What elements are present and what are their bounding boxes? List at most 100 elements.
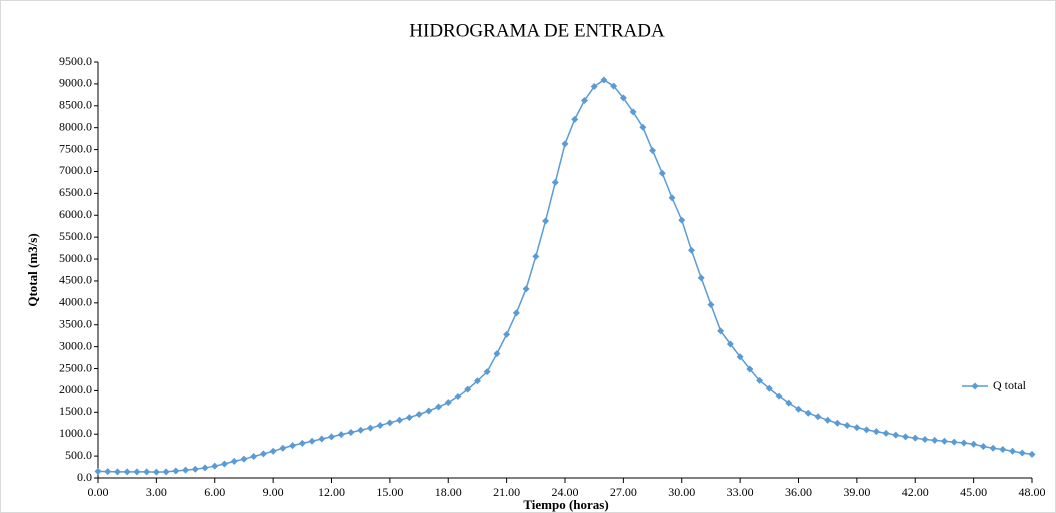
x-tick-label: 30.00: [668, 485, 695, 499]
x-tick-label: 12.00: [318, 485, 345, 499]
y-tick-label: 6500.0: [59, 185, 92, 199]
data-point: [580, 97, 588, 105]
data-point: [697, 274, 705, 282]
data-point: [746, 365, 754, 373]
data-point: [726, 340, 734, 348]
data-point: [629, 108, 637, 116]
y-tick-label: 1500.0: [59, 404, 92, 418]
data-point: [600, 76, 608, 84]
data-point: [182, 466, 190, 474]
data-point: [493, 350, 501, 358]
data-point: [337, 431, 345, 439]
y-tick-label: 7500.0: [59, 141, 92, 155]
y-tick-label: 4500.0: [59, 273, 92, 287]
data-point: [765, 384, 773, 392]
data-point: [911, 434, 919, 442]
x-tick-label: 24.00: [552, 485, 579, 499]
data-point: [668, 194, 676, 202]
data-point: [152, 468, 160, 476]
data-point: [551, 178, 559, 186]
data-point: [512, 309, 520, 317]
data-point: [201, 464, 209, 472]
y-tick-label: 7000.0: [59, 163, 92, 177]
data-point: [804, 409, 812, 417]
data-point: [853, 424, 861, 432]
data-point: [347, 428, 355, 436]
data-point: [522, 285, 530, 293]
y-tick-label: 5000.0: [59, 251, 92, 265]
data-point: [756, 376, 764, 384]
x-tick-label: 18.00: [435, 485, 462, 499]
data-point: [435, 403, 443, 411]
data-point: [259, 450, 267, 458]
x-tick-label: 9.00: [263, 485, 284, 499]
data-point: [464, 385, 472, 393]
data-point: [940, 437, 948, 445]
data-point: [473, 377, 481, 385]
data-point: [542, 217, 550, 225]
data-point: [970, 440, 978, 448]
x-tick-label: 3.00: [146, 485, 167, 499]
data-point: [532, 252, 540, 260]
data-point: [902, 433, 910, 441]
data-point: [921, 435, 929, 443]
data-point: [289, 442, 297, 450]
data-point: [240, 455, 248, 463]
data-point: [658, 169, 666, 177]
y-tick-label: 1000.0: [59, 426, 92, 440]
data-point: [989, 444, 997, 452]
data-point: [979, 442, 987, 450]
y-tick-label: 0.0: [77, 470, 92, 484]
x-tick-label: 27.00: [610, 485, 637, 499]
y-tick-label: 6000.0: [59, 207, 92, 221]
data-point: [376, 421, 384, 429]
y-tick-label: 9500.0: [59, 54, 92, 68]
y-tick-label: 3000.0: [59, 338, 92, 352]
data-point: [717, 327, 725, 335]
data-point: [785, 399, 793, 407]
data-point: [795, 405, 802, 413]
data-point: [113, 468, 121, 476]
x-tick-label: 6.00: [204, 485, 225, 499]
data-point: [191, 465, 199, 473]
data-point: [143, 468, 151, 476]
data-point: [892, 431, 900, 439]
y-tick-label: 3500.0: [59, 316, 92, 330]
data-point: [162, 468, 170, 476]
legend-marker: [971, 382, 979, 390]
data-point: [94, 467, 102, 475]
x-tick-label: 45.00: [960, 485, 987, 499]
data-point: [824, 416, 832, 424]
data-point: [396, 416, 404, 424]
data-point: [211, 462, 219, 470]
data-point: [1009, 447, 1017, 455]
data-point: [425, 407, 433, 415]
data-point: [405, 414, 413, 422]
data-point: [308, 437, 316, 445]
data-point: [444, 399, 452, 407]
data-point: [483, 368, 491, 376]
data-point: [318, 435, 326, 443]
x-tick-label: 21.00: [493, 485, 520, 499]
x-tick-label: 15.00: [376, 485, 403, 499]
y-tick-label: 9000.0: [59, 76, 92, 90]
x-tick-label: 42.00: [902, 485, 929, 499]
data-point: [707, 301, 715, 309]
data-point: [833, 419, 841, 427]
data-point: [590, 83, 598, 91]
data-point: [386, 419, 394, 427]
data-point: [950, 438, 958, 446]
data-point: [123, 468, 131, 476]
data-point: [610, 82, 618, 90]
data-point: [736, 353, 744, 361]
data-point: [298, 439, 306, 447]
data-point: [279, 444, 287, 452]
data-point: [250, 453, 258, 461]
data-point: [172, 467, 180, 475]
data-point: [454, 393, 462, 401]
data-point: [1028, 450, 1036, 458]
y-tick-label: 2000.0: [59, 382, 92, 396]
data-point: [357, 426, 365, 434]
x-axis-label: Tiempo (horas): [523, 497, 608, 512]
